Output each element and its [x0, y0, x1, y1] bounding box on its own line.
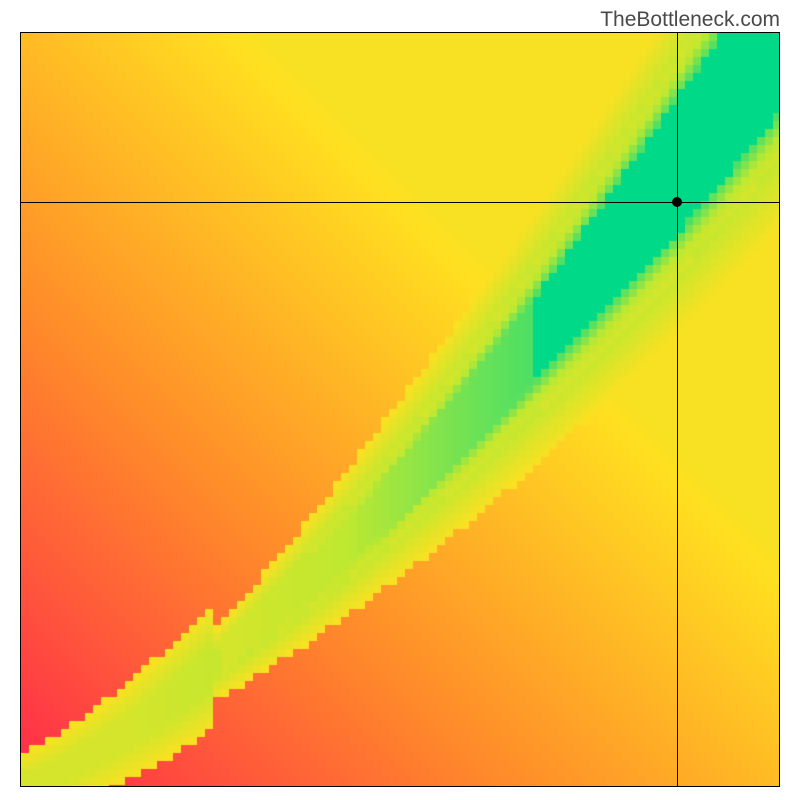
- watermark-text: TheBottleneck.com: [600, 8, 780, 32]
- chart-container: TheBottleneck.com: [0, 0, 800, 800]
- crosshair-vertical: [677, 33, 678, 786]
- heatmap-plot: [20, 32, 780, 787]
- heatmap-canvas: [21, 33, 779, 786]
- intersection-marker: [672, 197, 682, 207]
- crosshair-horizontal: [21, 202, 779, 203]
